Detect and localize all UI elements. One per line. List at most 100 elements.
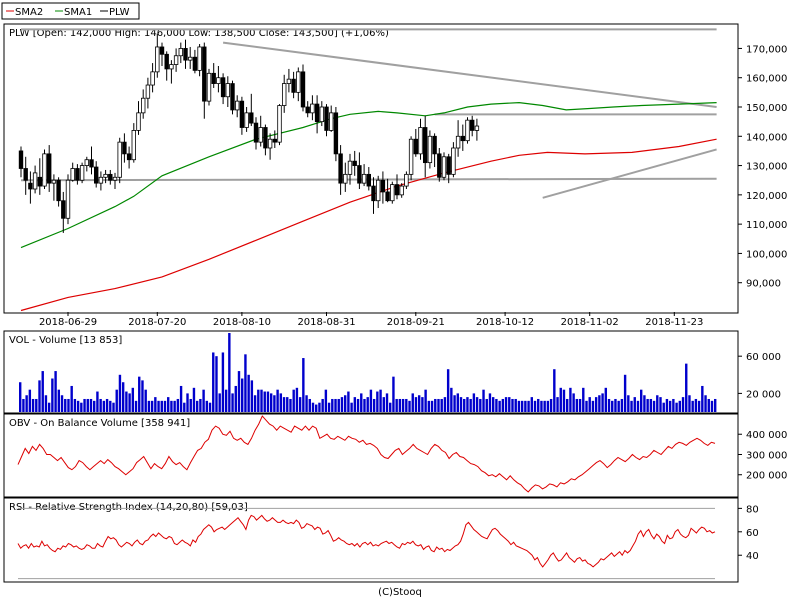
volume-bar (446, 369, 450, 412)
volume-bar (298, 397, 302, 412)
legend-box (1, 2, 140, 20)
volume-bar (514, 398, 517, 412)
candle (324, 104, 329, 137)
volume-bar (324, 389, 328, 412)
volume-bar (163, 400, 167, 412)
volume-bar (305, 395, 308, 412)
trendline (222, 41, 717, 108)
candle (455, 120, 461, 157)
volume-bar (105, 398, 109, 412)
candle-body-down (385, 191, 390, 202)
candle-body-down (183, 48, 188, 61)
price-y-tick-label: 150,000 (746, 103, 787, 114)
volume-bar (327, 402, 331, 412)
candle-body-down (23, 168, 28, 181)
candle-body-up (267, 138, 273, 149)
candle-body-down (291, 78, 296, 93)
volume-bar (537, 398, 540, 412)
candle (422, 115, 428, 178)
candle-body-up (441, 156, 447, 178)
volume-bar (662, 402, 665, 412)
volume-y-tick-label: 60 000 (746, 352, 781, 363)
volume-bar (437, 398, 440, 412)
candle (310, 95, 315, 121)
candle-body-up (225, 83, 230, 98)
volume-bar (604, 387, 608, 412)
volume-bar (546, 400, 550, 412)
candle-body-up (150, 71, 155, 86)
volume-bar (450, 387, 453, 412)
volume-bar (121, 382, 125, 412)
candle (192, 49, 198, 74)
candle-body-down (28, 182, 33, 190)
volume-bar (652, 400, 656, 412)
volume-bar (35, 398, 38, 412)
rsi-y-tick-label: 40 (746, 551, 759, 562)
price-x-tick-label: 2018-09-21 (387, 317, 445, 328)
volume-bar (295, 387, 299, 412)
candle-body-down (333, 112, 339, 155)
price-panel-frame (3, 23, 739, 314)
volume-bar (286, 397, 289, 412)
candle (164, 51, 169, 81)
volume-bar (701, 385, 704, 412)
candle (314, 95, 320, 134)
legend-item-plw: PLW (109, 7, 130, 18)
volume-bar (630, 400, 633, 412)
obv-y-tick-label: 200 000 (746, 471, 787, 482)
volume-bar (125, 391, 128, 412)
volume-bar (668, 400, 672, 412)
volume-bar (601, 393, 604, 412)
candle (155, 33, 160, 78)
volume-bar (582, 387, 585, 412)
candle (469, 115, 475, 137)
legend-item-sma2: SMA2 (15, 7, 43, 18)
volume-bar (411, 393, 414, 412)
volume-bar (434, 398, 437, 412)
candle-body-up (178, 48, 183, 57)
volume-bar (533, 400, 537, 412)
candle-body-down (230, 83, 235, 111)
candle (159, 42, 165, 66)
volume-bar (41, 371, 44, 412)
volume-bar (279, 393, 283, 412)
price-y-tick-label: 120,000 (746, 191, 787, 202)
candle (32, 165, 38, 194)
candle (258, 115, 263, 147)
price-x-tick-label: 2018-08-10 (213, 317, 271, 328)
candle (333, 107, 339, 162)
candle (347, 153, 353, 185)
volume-bar (321, 398, 324, 412)
volume-bar (340, 397, 344, 412)
volume-bar (459, 397, 463, 412)
candle (272, 130, 277, 148)
volume-bar (131, 387, 135, 412)
candle (145, 77, 151, 109)
volume-bar (76, 400, 80, 412)
volume-bar (160, 400, 163, 412)
volume-bar (681, 397, 685, 412)
candle-body-down (37, 176, 42, 187)
candle (211, 63, 216, 88)
candle-body-up (277, 105, 282, 143)
volume-bar (443, 397, 447, 412)
candle-body-down (437, 153, 442, 178)
candle (249, 93, 254, 127)
volume-bar (697, 400, 701, 412)
volume-bar (672, 398, 675, 412)
candle (244, 107, 249, 132)
candle-body-up (79, 165, 85, 181)
volume-bar (633, 397, 636, 412)
price-x-tick-label: 2018-11-02 (561, 317, 619, 328)
volume-bar (623, 374, 627, 412)
candle-body-up (65, 179, 71, 219)
volume-bar (520, 400, 524, 412)
volume-bar (350, 402, 353, 412)
candle (94, 161, 99, 188)
volume-bar (60, 395, 64, 412)
volume-bar (22, 398, 25, 412)
volume-bar (453, 395, 456, 412)
candle-body-up (206, 72, 212, 102)
obv-panel-title: OBV - On Balance Volume [358 941] (9, 418, 190, 429)
candle-body-down (272, 138, 277, 143)
